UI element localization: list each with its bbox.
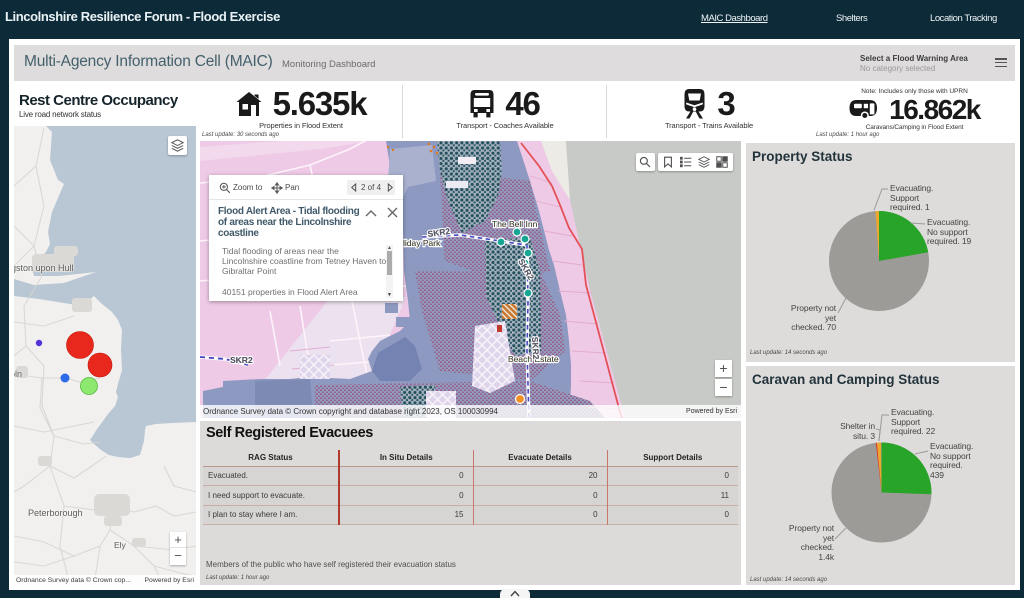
svg-text:SKR2: SKR2 [427, 226, 451, 239]
svg-text:liday Park: liday Park [403, 238, 441, 248]
svg-text:The Bell Inn: The Bell Inn [492, 219, 538, 229]
svg-text:SKR2: SKR2 [427, 226, 451, 239]
svg-text:Beach Estate: Beach Estate [508, 354, 559, 364]
svg-text:SKR2: SKR2 [230, 355, 253, 365]
svg-text:The Bell Inn: The Bell Inn [492, 219, 538, 229]
svg-text:SKR2: SKR2 [530, 337, 541, 360]
svg-text:liday Park: liday Park [403, 238, 441, 248]
svg-text:gston upon Hull: gston upon Hull [14, 263, 74, 273]
svg-text:oln: oln [14, 369, 22, 379]
svg-text:SKR2: SKR2 [530, 337, 541, 360]
svg-text:Ely: Ely [114, 540, 127, 550]
svg-text:SKR2: SKR2 [230, 355, 253, 365]
svg-text:Peterborough: Peterborough [28, 508, 83, 518]
svg-text:Beach Estate: Beach Estate [508, 354, 559, 364]
